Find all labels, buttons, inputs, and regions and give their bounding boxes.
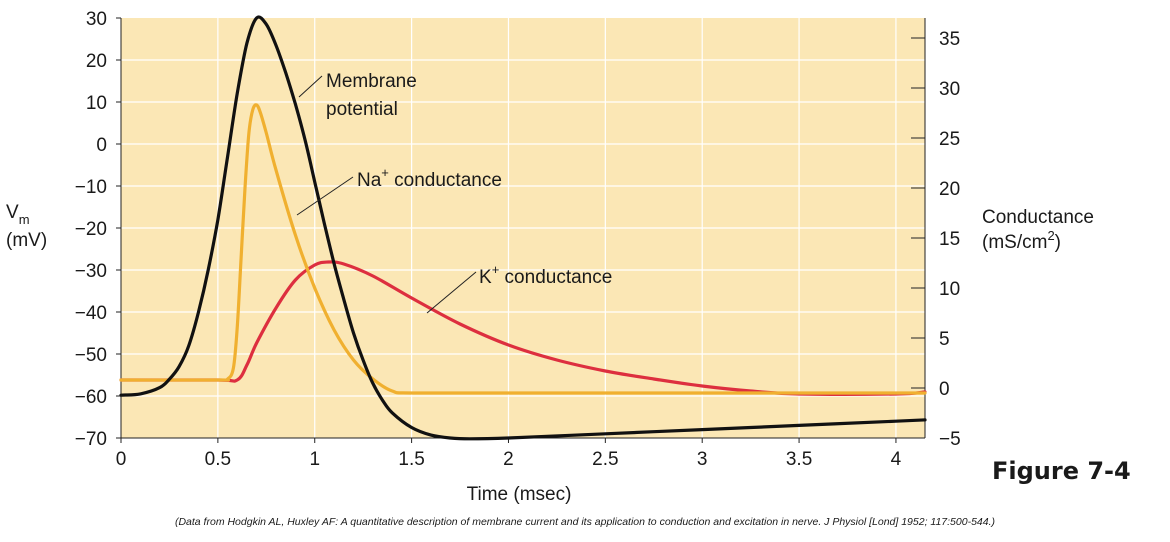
- annotation-leaders: [296, 75, 477, 314]
- y-right-tick-label: 25: [939, 129, 960, 150]
- y-left-tick-label: −20: [75, 219, 107, 240]
- y-left-tick-label: 10: [86, 93, 107, 114]
- y-left-tick-label: −10: [75, 177, 107, 198]
- y-left-tick-label: 20: [86, 51, 107, 72]
- x-tick-label: 0.5: [205, 449, 231, 470]
- y-right-tick-label: 30: [939, 79, 960, 100]
- y-right-tick-label: 15: [939, 229, 960, 250]
- left-axis-ticks: 30 20 10 0 −10 −20 −30 −40 −50 −60 −70: [75, 9, 121, 450]
- y-right-tick-label: 0: [939, 379, 950, 400]
- annotation-na-conductance: Na+ conductance: [357, 165, 502, 191]
- x-tick-label: 0: [116, 449, 127, 470]
- y-right-tick-label: 20: [939, 179, 960, 200]
- series-line-k-conductance: [119, 260, 927, 396]
- x-tick-label: 3.5: [786, 449, 812, 470]
- x-tick-label: 1.5: [398, 449, 424, 470]
- series-lines: [119, 15, 927, 441]
- y-left-tick-label: −60: [75, 387, 107, 408]
- y-left-tick-label: −50: [75, 345, 107, 366]
- y-right-label: Conductance: [982, 207, 1094, 228]
- y-right-units: (mS/cm2): [982, 228, 1061, 253]
- y-left-tick-label: −30: [75, 261, 107, 282]
- y-left-tick-label: −70: [75, 429, 107, 450]
- x-tick-label: 4: [891, 449, 902, 470]
- series-line-na-conductance: [119, 103, 927, 395]
- y-right-tick-label: 5: [939, 329, 950, 350]
- y-right-tick-label: −5: [939, 429, 961, 450]
- y-left-units: (mV): [6, 230, 47, 251]
- x-tick-label: 2: [503, 449, 514, 470]
- leader-membrane: [298, 75, 323, 98]
- y-left-tick-label: −40: [75, 303, 107, 324]
- annotation-membrane-line2: potential: [326, 99, 398, 120]
- series-line-membrane-potential: [119, 15, 927, 441]
- annotation-membrane-line1: Membrane: [326, 71, 417, 92]
- right-axis-ticks: 35 30 25 20 15 10 5 0 −5: [911, 29, 961, 450]
- x-axis-label: Time (msec): [467, 484, 572, 505]
- x-tick-label: 3: [697, 449, 708, 470]
- y-right-tick-label: 10: [939, 279, 960, 300]
- figure-label: Figure 7-4: [992, 457, 1131, 485]
- y-left-tick-label: 30: [86, 9, 107, 30]
- y-right-tick-label: 35: [939, 29, 960, 50]
- annotation-k-conductance: K+ conductance: [479, 262, 612, 288]
- y-left-label: Vm: [6, 202, 30, 227]
- leader-k: [426, 271, 477, 314]
- x-axis-ticks: 0 0.5 1 1.5 2 2.5 3 3.5 4: [116, 18, 926, 470]
- y-left-tick-label: 0: [96, 135, 107, 156]
- x-tick-label: 2.5: [592, 449, 618, 470]
- data-credit: (Data from Hodgkin AL, Huxley AF: A quan…: [174, 516, 996, 528]
- x-tick-label: 1: [309, 449, 320, 470]
- leader-na: [296, 176, 354, 216]
- grid-lines: [121, 18, 925, 438]
